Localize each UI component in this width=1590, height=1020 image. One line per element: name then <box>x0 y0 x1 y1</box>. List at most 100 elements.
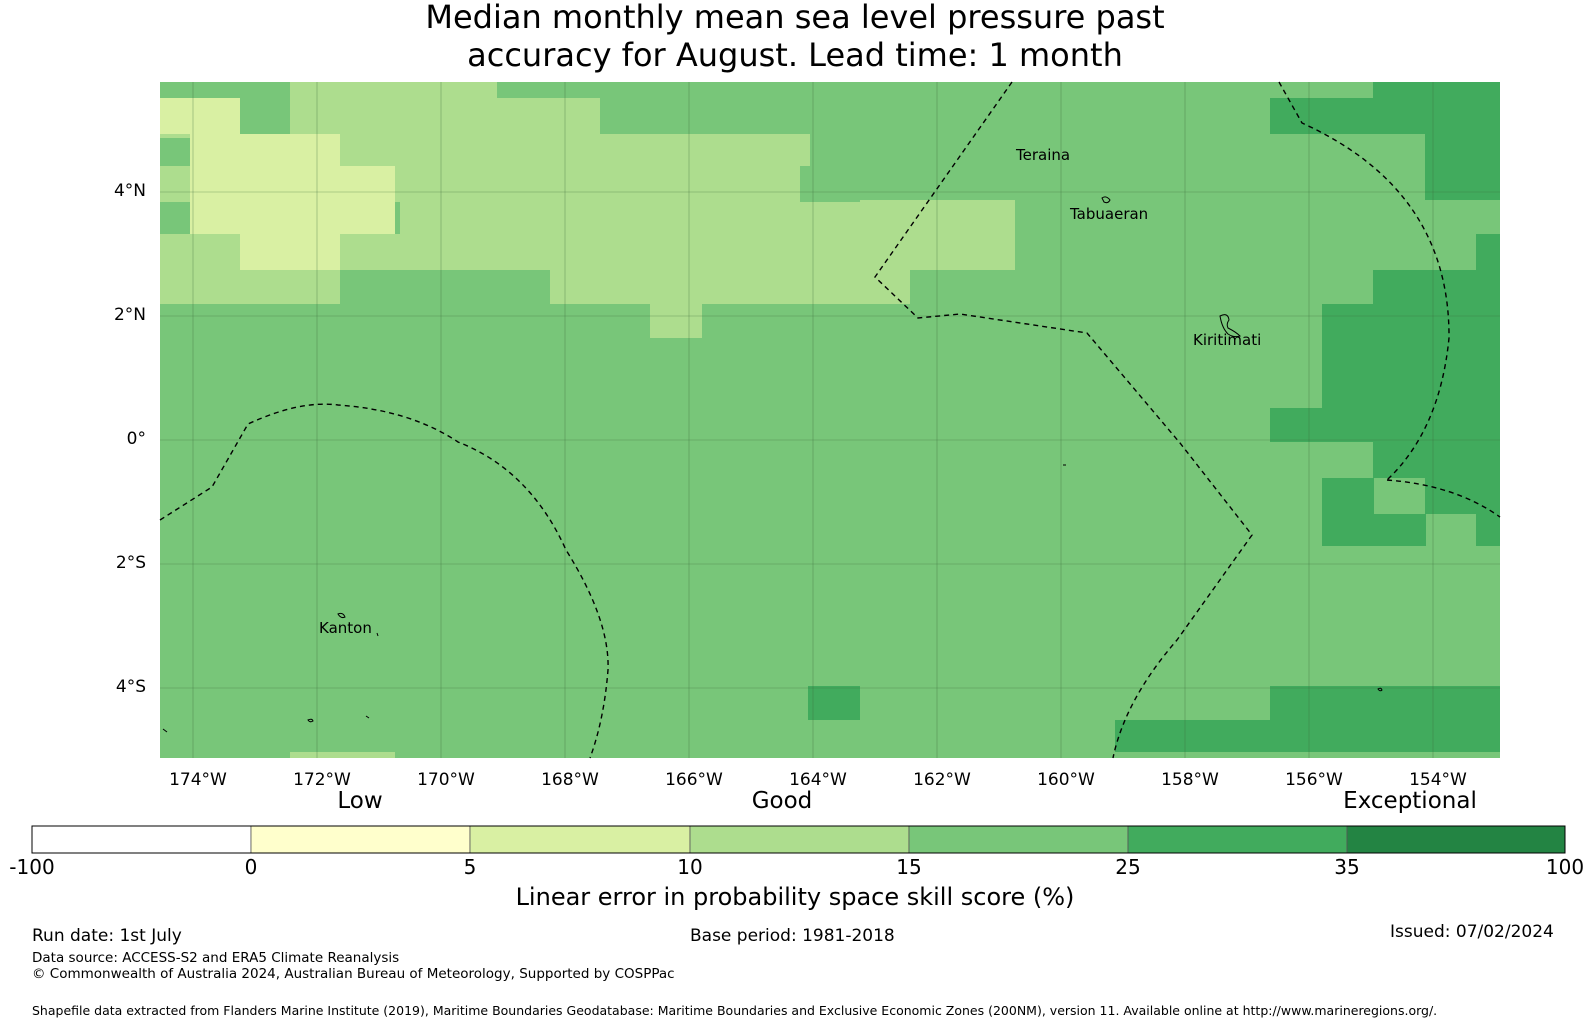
skill-cell-10-15 <box>160 166 190 202</box>
skill-cell-10-15 <box>340 134 810 166</box>
skill-cell-10-15 <box>500 234 550 270</box>
eez-arc-east <box>1278 81 1450 481</box>
lon-label-166W: 166°W <box>665 770 723 790</box>
skill-cell-10-15 <box>650 304 702 338</box>
cb-tick-10: 10 <box>677 855 703 879</box>
lon-label-156W: 156°W <box>1285 770 1343 790</box>
skill-cell-10-15 <box>290 98 600 134</box>
skill-cell-10-15 <box>860 200 1015 236</box>
skill-cell-5-10 <box>160 98 240 134</box>
island-small-5 <box>376 632 379 637</box>
lon-label-172W: 172°W <box>293 770 351 790</box>
island-small-3 <box>162 728 168 733</box>
graticule <box>160 82 1500 758</box>
skill-cell-10-15 <box>290 82 445 98</box>
skill-cell-5-10 <box>240 234 340 270</box>
skill-cell-10-15 <box>910 234 1015 270</box>
skill-cell-10-15 <box>160 234 240 270</box>
island-outlines <box>162 196 1383 733</box>
skill-cell-5-10 <box>190 202 395 234</box>
skill-cell-25-35 <box>1322 304 1500 338</box>
cb-tick-0: 0 <box>244 855 258 879</box>
skill-cell-10-15 <box>160 270 340 304</box>
skill-cell-10-15 <box>445 82 497 98</box>
lon-label-162W: 162°W <box>913 770 971 790</box>
skill-cell-25-35 <box>1322 478 1374 514</box>
island-small-1 <box>307 718 314 723</box>
skill-cell-25-35 <box>1373 82 1500 98</box>
colorbar-segment <box>908 825 1129 854</box>
place-kiritimati: Kiritimati <box>1193 331 1262 349</box>
skill-cell-25-35 <box>1115 720 1500 752</box>
cb-tick-25: 25 <box>1115 855 1141 879</box>
lon-label-174W: 174°W <box>169 770 227 790</box>
eez-line-southeast <box>1386 479 1501 518</box>
lon-label-170W: 170°W <box>417 770 475 790</box>
category-exceptional: Exceptional <box>1343 788 1477 814</box>
skill-cell-25-35 <box>1270 686 1500 720</box>
colorbar <box>31 825 1566 854</box>
place-kanton: Kanton <box>319 619 372 637</box>
island-kiritimati <box>1219 314 1241 338</box>
lon-label-164W: 164°W <box>789 770 847 790</box>
eez-arc-kanton <box>159 403 609 759</box>
cb-tick-35: 35 <box>1334 855 1360 879</box>
skill-cell-10-15 <box>340 234 500 270</box>
island-tabuaeran <box>1101 196 1111 204</box>
island-kanton <box>337 612 346 619</box>
issued-date: Issued: 07/02/2024 <box>1390 922 1554 942</box>
skill-cell-10-15 <box>550 270 910 304</box>
colorbar-segment <box>689 825 910 854</box>
colorbar-segment <box>1127 825 1348 854</box>
lon-label-160W: 160°W <box>1037 770 1095 790</box>
skill-cell-25-35 <box>1270 408 1500 442</box>
skill-cell-25-35 <box>1322 514 1426 546</box>
skill-cell-25-35 <box>1425 478 1500 514</box>
run-date: Run date: 1st July <box>32 926 182 946</box>
place-tabuaeran: Tabuaeran <box>1070 205 1149 223</box>
lat-label-2S: 2°S <box>115 553 146 573</box>
category-low: Low <box>337 788 383 814</box>
lon-label-168W: 168°W <box>541 770 599 790</box>
base-period: Base period: 1981-2018 <box>690 926 895 946</box>
skill-cell-25-35 <box>1270 98 1500 134</box>
copyright: © Commonwealth of Australia 2024, Austra… <box>32 966 675 982</box>
skill-cell-25-35 <box>1322 338 1500 408</box>
lat-label-4S: 4°S <box>115 677 146 697</box>
skill-cell-25-35 <box>1373 442 1500 478</box>
lat-label-4N: 4°N <box>113 181 146 201</box>
category-good: Good <box>751 788 813 814</box>
island-small-4 <box>365 715 370 719</box>
data-source: Data source: ACCESS-S2 and ERA5 Climate … <box>32 950 400 966</box>
skill-cell-25-35 <box>1476 234 1500 270</box>
skill-cell-5-10 <box>190 166 395 202</box>
eez-boundaries <box>159 81 1501 759</box>
skill-cell-5-10 <box>190 134 340 166</box>
lat-label-0: 0° <box>126 429 146 449</box>
lon-label-154W: 154°W <box>1409 770 1467 790</box>
island-small-2 <box>1377 687 1383 692</box>
cb-tick-15: 15 <box>896 855 922 879</box>
skill-raster <box>160 82 1500 758</box>
lat-label-2N: 2°N <box>113 305 146 325</box>
skill-cell-10-15 <box>550 234 910 270</box>
skill-cell-25-35 <box>1425 134 1500 200</box>
cb-tick-100: 100 <box>1545 855 1585 879</box>
skill-cell-10-15 <box>400 202 860 234</box>
skill-cell-25-35 <box>1476 514 1500 546</box>
lon-label-158W: 158°W <box>1161 770 1219 790</box>
skill-cell-25-35 <box>808 686 860 720</box>
cb-tick-5: 5 <box>463 855 477 879</box>
cb-tick-minus100: -100 <box>9 855 55 879</box>
colorbar-segment <box>1346 825 1566 854</box>
colorbar-label: Linear error in probability space skill … <box>515 883 1075 911</box>
place-teraina: Teraina <box>1016 146 1071 164</box>
colorbar-segment <box>31 825 252 854</box>
title-line-1: Median monthly mean sea level pressure p… <box>425 0 1165 36</box>
map-title: Median monthly mean sea level pressure p… <box>0 0 1590 74</box>
skill-cell-25-35 <box>1373 270 1500 304</box>
colorbar-segment <box>250 825 471 854</box>
skill-cell-10-15 <box>290 752 395 758</box>
shapefile-credit: Shapefile data extracted from Flanders M… <box>32 1003 1438 1018</box>
